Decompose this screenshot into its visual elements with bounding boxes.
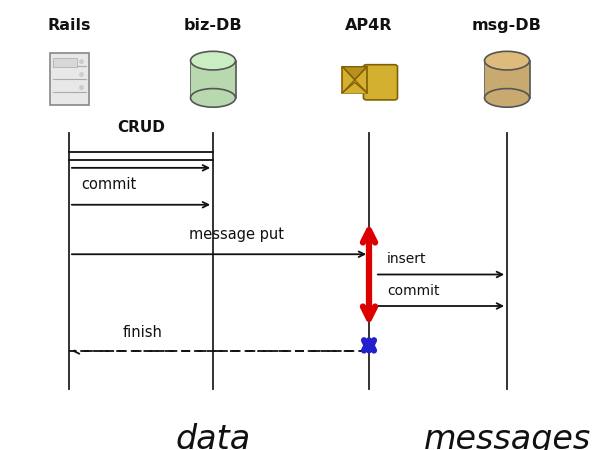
Bar [53,58,77,68]
Text: insert: insert [387,252,427,266]
Text: data: data [175,423,251,450]
Text: finish: finish [123,325,163,340]
Text: biz-DB: biz-DB [184,18,242,33]
Text: AP4R: AP4R [345,18,393,33]
Text: msg-DB: msg-DB [472,18,542,33]
Text: Rails: Rails [47,18,91,33]
FancyBboxPatch shape [364,65,398,100]
Bar [191,61,235,98]
Text: commit: commit [387,284,439,298]
Polygon shape [343,67,367,80]
Text: CRUD: CRUD [117,120,165,135]
Ellipse shape [485,89,530,107]
Polygon shape [343,82,367,93]
Ellipse shape [191,51,235,70]
Bar [191,61,235,98]
Bar [49,53,89,105]
Ellipse shape [191,89,235,107]
Bar [343,67,367,93]
Text: messages: messages [424,423,590,450]
Text: message put: message put [189,227,284,242]
Text: commit: commit [81,177,136,192]
Bar [485,61,529,98]
Ellipse shape [485,51,530,70]
Bar [485,61,530,98]
